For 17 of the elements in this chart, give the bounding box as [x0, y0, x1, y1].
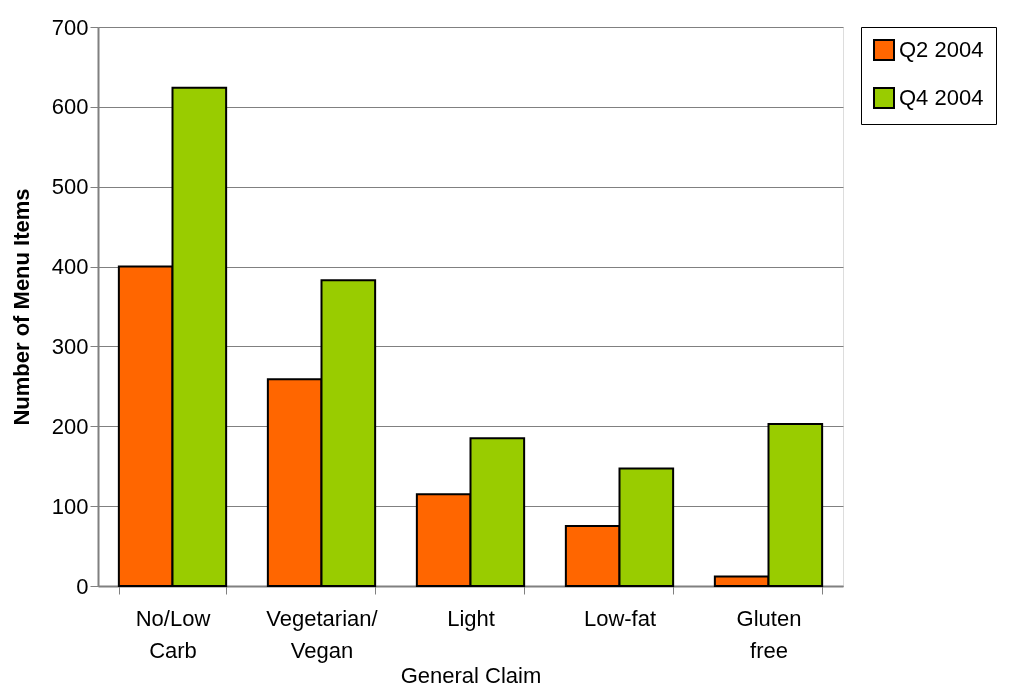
- y-tick-label: 300: [51, 333, 89, 359]
- y-tick-label: 700: [51, 14, 89, 40]
- y-tick-label: 0: [76, 573, 89, 599]
- y-tick-label: 200: [51, 413, 89, 439]
- x-axis-title: General Claim: [400, 662, 542, 688]
- x-tick-label: Low-fat: [583, 605, 657, 631]
- legend-label: Q4 2004: [899, 85, 984, 110]
- y-tick-label: 500: [51, 174, 89, 200]
- y-tick-label: 100: [51, 493, 89, 519]
- x-tick-label: Gluten free: [736, 605, 802, 663]
- y-tick-label: 400: [51, 254, 89, 280]
- legend-label: Q2 2004: [899, 37, 984, 62]
- y-axis-title: Number of Menu Items: [8, 188, 34, 426]
- x-tick-label: Light: [447, 605, 495, 631]
- x-tick-label: Vegetarian/ Vegan: [266, 605, 379, 663]
- y-tick-label: 600: [51, 94, 89, 120]
- x-tick-label: No/Low Carb: [135, 605, 211, 663]
